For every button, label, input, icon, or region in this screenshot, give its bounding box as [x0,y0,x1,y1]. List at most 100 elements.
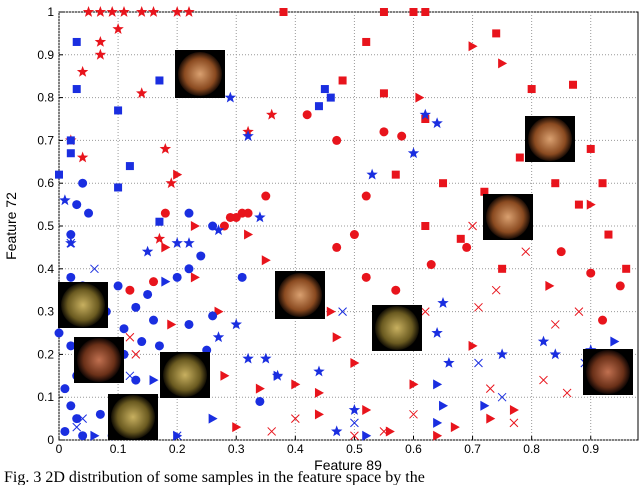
point [280,8,288,16]
point [126,162,134,170]
y-tick-label: 1 [47,5,54,19]
point [498,265,506,273]
point [119,324,128,333]
page: {"chart_data":{"type":"scatter","xlabel"… [0,0,640,490]
point [599,179,607,187]
y-axis-label: Feature 72 [3,192,19,260]
y-tick-label: 0.9 [37,48,54,62]
point [586,269,595,278]
point [67,149,75,157]
thumb-img [486,195,530,239]
thumb-img [77,338,121,382]
point [60,427,69,436]
x-tick-label: 0.1 [110,442,127,456]
point [78,431,87,440]
point [569,81,577,89]
y-tick-label: 0.4 [37,262,54,276]
point [516,154,524,162]
point [462,243,471,252]
x-tick-label: 0.5 [346,442,363,456]
point [362,38,370,46]
point [161,209,170,218]
point [380,89,388,97]
point [184,320,193,329]
point [66,401,75,410]
point [315,102,323,110]
point [73,85,81,93]
point [66,341,75,350]
point [131,303,140,312]
point [125,286,134,295]
point [244,209,253,218]
point [67,136,75,144]
x-tick-label: 0.6 [405,442,422,456]
y-tick-label: 0.6 [37,176,54,190]
thumb-img [61,283,105,327]
point [184,264,193,273]
point [303,110,312,119]
caption: Fig. 3 2D distribution of some samples i… [4,469,425,485]
point [379,127,388,136]
point [598,316,607,325]
point [55,171,63,179]
point [457,235,465,243]
point [391,286,400,295]
point [362,192,371,201]
y-tick-label: 0.8 [37,91,54,105]
point [60,384,69,393]
point [114,281,123,290]
y-tick-label: 0.3 [37,305,54,319]
thumb-img [178,52,222,96]
point [339,76,347,84]
point [332,243,341,252]
point [261,192,270,201]
point [421,8,429,16]
point [327,94,335,102]
point [528,85,536,93]
point [332,136,341,145]
point [131,376,140,385]
point [96,410,105,419]
y-tick-label: 0.7 [37,133,54,147]
point [616,281,625,290]
point [409,8,417,16]
y-tick-label: 0.5 [37,219,54,233]
point [397,132,406,141]
point [149,316,158,325]
point [78,179,87,188]
point [155,76,163,84]
point [362,273,371,282]
thumb-img [278,273,322,317]
point [321,85,329,93]
thumb-img [375,306,419,350]
point [587,145,595,153]
y-tick-label: 0 [47,433,54,447]
point [427,260,436,269]
point [421,222,429,230]
point [196,251,205,260]
point [208,311,217,320]
point [155,341,164,350]
point [114,106,122,114]
point [114,183,122,191]
point [72,200,81,209]
thumb-img [528,117,572,161]
point [55,329,64,338]
point [492,29,500,37]
point [155,218,163,226]
point [238,273,247,282]
point [137,337,146,346]
x-tick-label: 0.2 [169,442,186,456]
point [622,265,630,273]
point [380,8,388,16]
point [255,397,264,406]
chart: 00.10.20.30.40.50.60.70.80.900.10.20.30.… [0,0,640,485]
x-tick-label: 0.9 [582,442,599,456]
point [184,209,193,218]
point [73,38,81,46]
point [66,230,75,239]
y-tick-label: 0.1 [37,390,54,404]
point [173,273,182,282]
x-tick-label: 0.3 [228,442,245,456]
point [557,247,566,256]
